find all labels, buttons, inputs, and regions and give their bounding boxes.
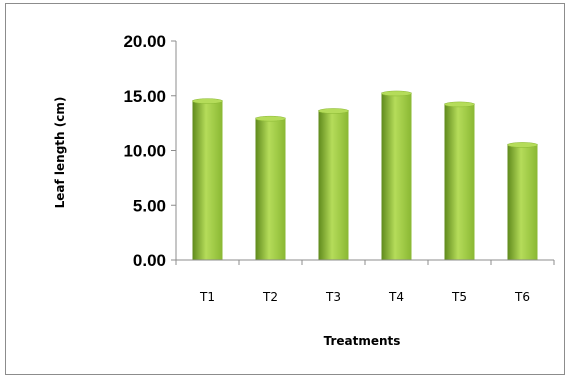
x-tick-label: T3 — [325, 290, 341, 304]
bar-t5 — [444, 103, 475, 260]
x-tick-label: T2 — [262, 290, 278, 304]
bar-t3 — [318, 109, 349, 260]
bar-t1 — [192, 100, 223, 260]
bar-top-t6 — [507, 142, 538, 148]
y-axis-title: Leaf length (cm) — [53, 97, 67, 209]
y-tick-label: 20.00 — [123, 32, 166, 51]
x-tick-label: T5 — [451, 290, 467, 304]
bar-top-t1 — [192, 98, 223, 104]
x-tick-label: T1 — [199, 290, 215, 304]
y-tick-label: 10.00 — [123, 142, 166, 161]
y-tick-label: 5.00 — [133, 196, 166, 215]
x-tick-label: T4 — [388, 290, 404, 304]
bar-top-t2 — [255, 115, 286, 122]
bar-top-t4 — [381, 90, 412, 97]
bar-t2 — [255, 117, 286, 261]
bar-t4 — [381, 92, 412, 260]
bar-top-t3 — [318, 108, 349, 114]
x-axis-title: Treatments — [324, 334, 401, 348]
x-tick-label: T6 — [514, 290, 530, 304]
y-axis-ticks: 0.00 5.00 10.00 15.00 20.00 — [123, 32, 176, 270]
bar-t6 — [507, 143, 538, 260]
y-tick-label: 0.00 — [133, 251, 166, 270]
bars — [192, 90, 538, 261]
bar-top-t5 — [444, 101, 475, 108]
x-axis-ticks: T1 T2 T3 T4 T5 T6 — [175, 260, 555, 304]
y-tick-label: 15.00 — [123, 87, 166, 106]
